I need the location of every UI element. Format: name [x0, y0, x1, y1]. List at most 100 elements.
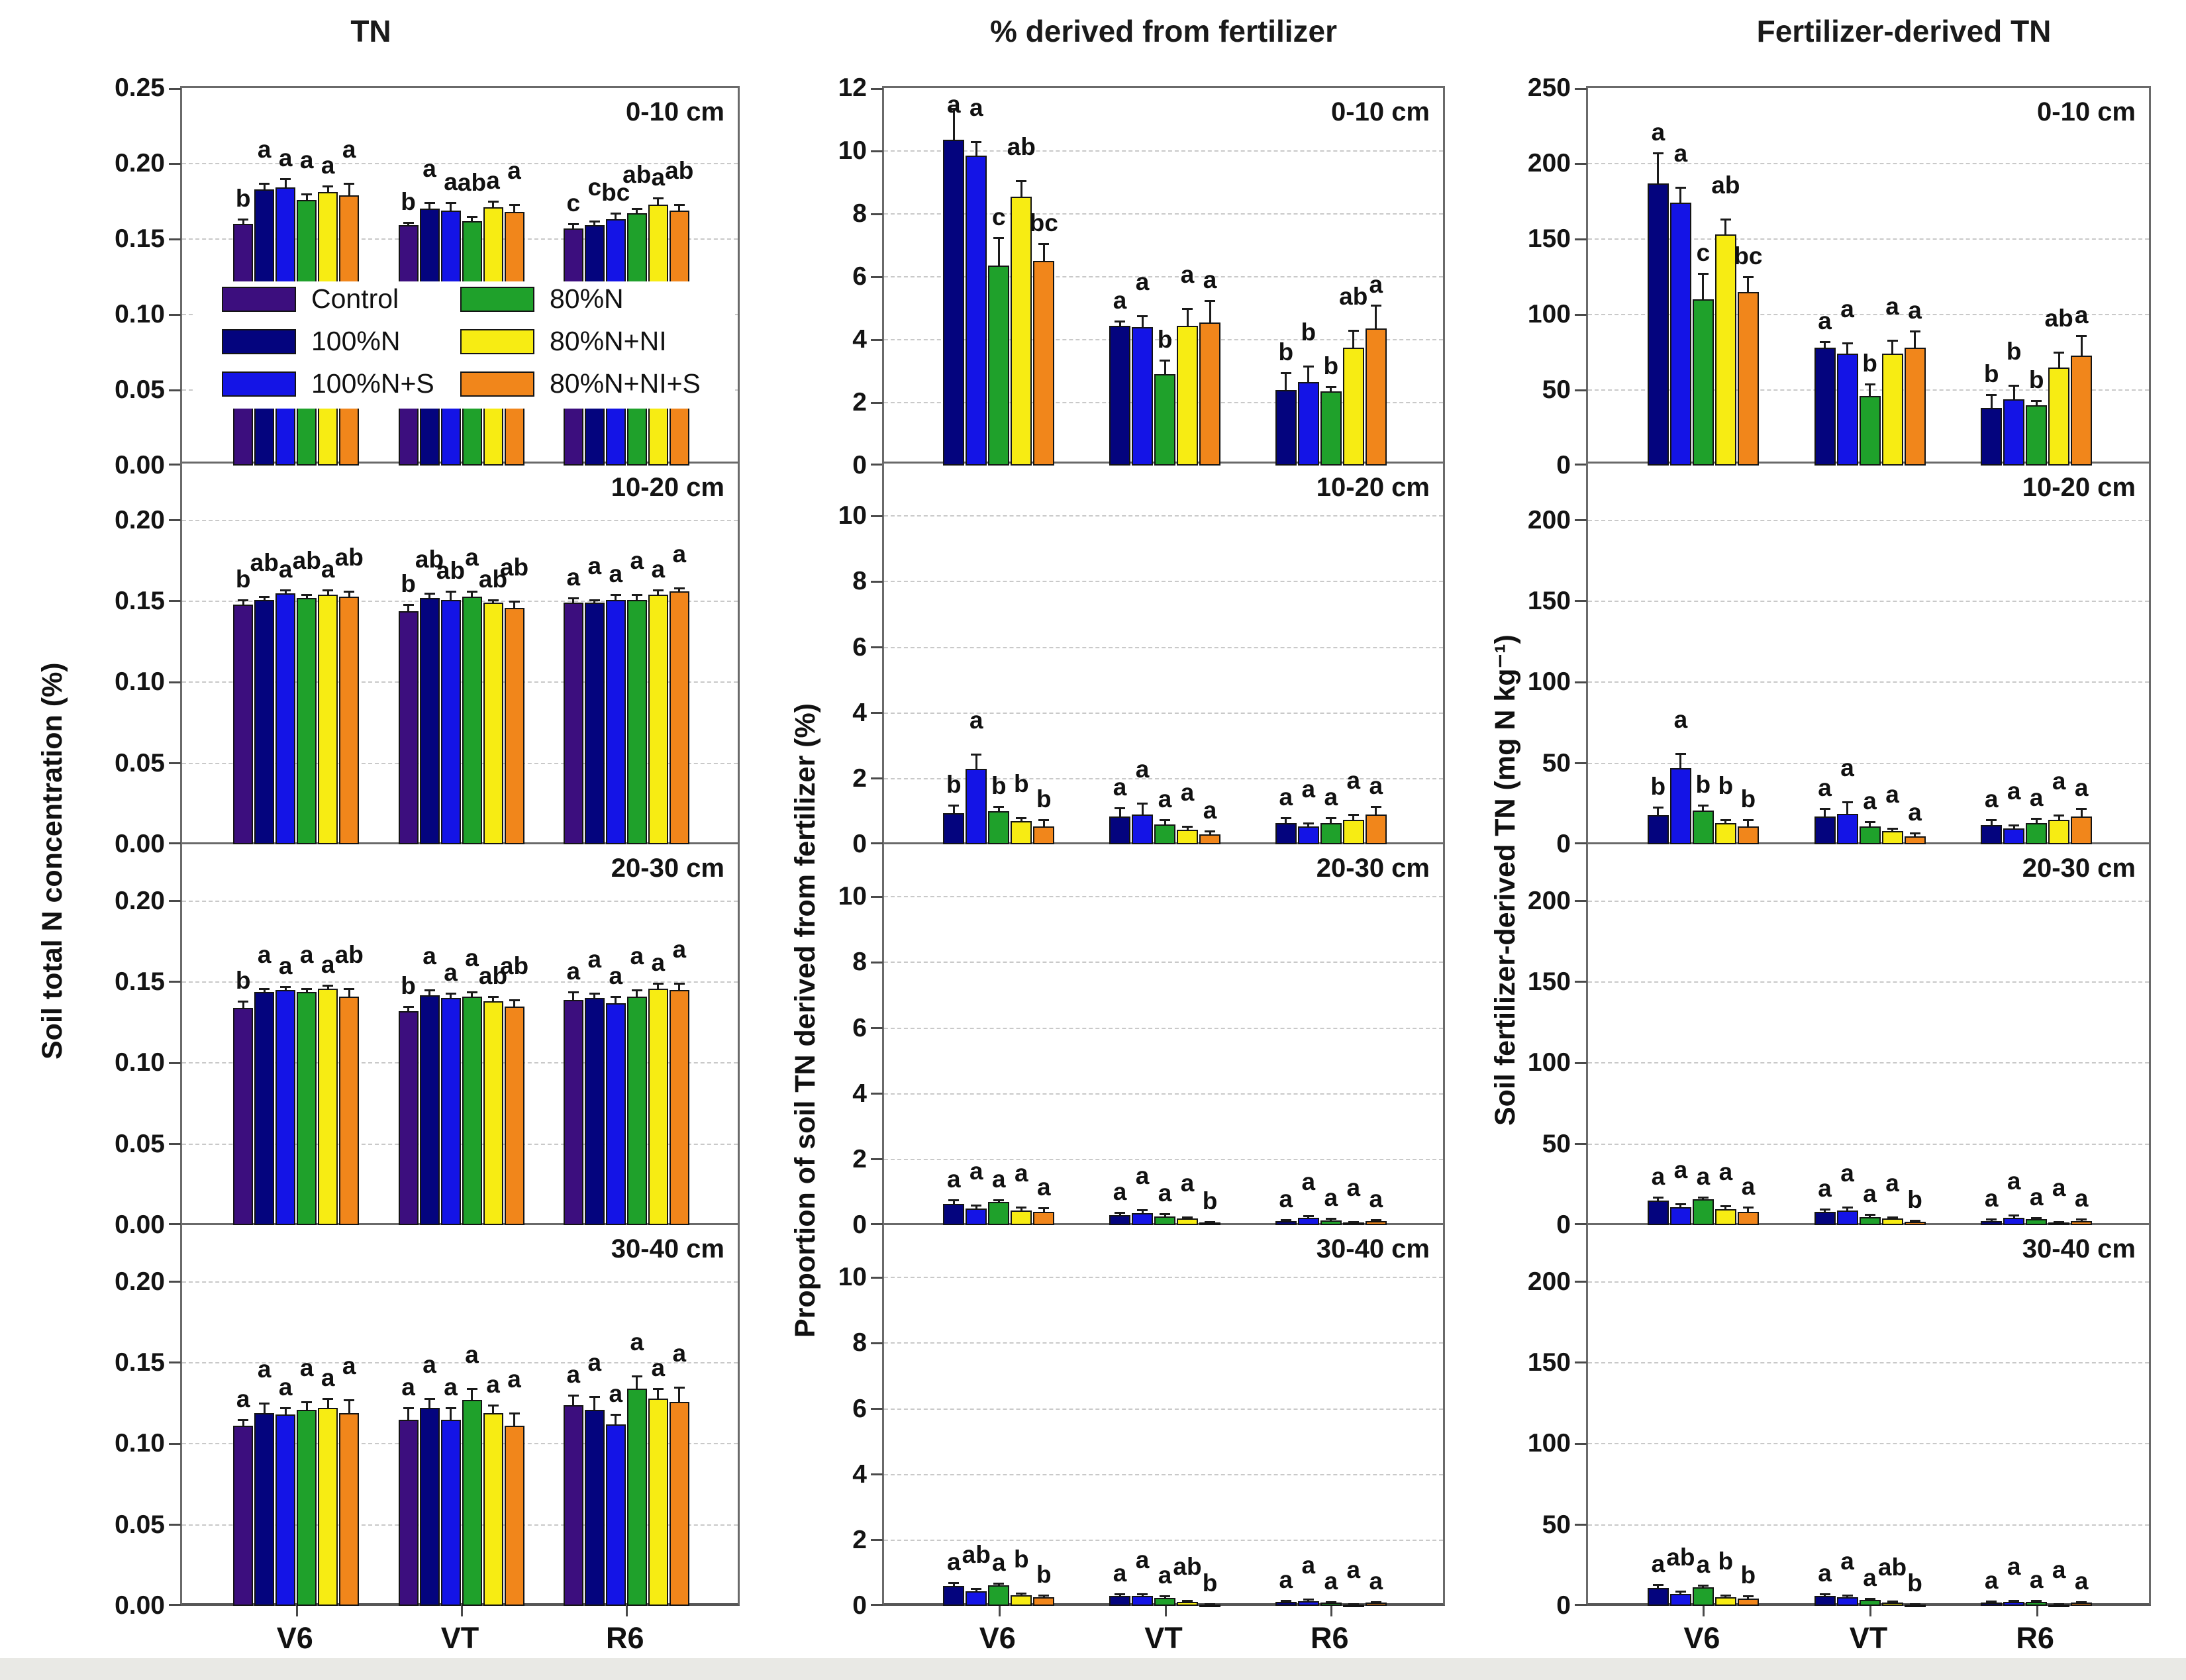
significance-letter: a — [257, 1356, 272, 1383]
error-bar — [348, 988, 350, 997]
bar-100NS — [1132, 1212, 1153, 1225]
x-category-label-r6: R6 — [606, 1621, 644, 1655]
bar-80N — [1692, 1587, 1714, 1606]
error-bar — [305, 988, 308, 992]
panel-depth-label: 0-10 cm — [2037, 97, 2136, 126]
significance-letter: a — [1840, 1160, 1854, 1187]
bar-80N — [1859, 396, 1881, 466]
significance-letter: a — [1885, 780, 1899, 808]
y-tick-mark — [871, 213, 883, 215]
bar-80NNIS — [504, 1006, 524, 1225]
significance-letter: a — [1279, 783, 1293, 811]
error-bar-cap — [466, 591, 477, 593]
significance-letter: a — [1651, 1163, 1665, 1191]
error-bar-cap — [673, 203, 685, 206]
significance-letter: c — [566, 189, 581, 217]
legend-swatch-100NS — [222, 371, 296, 397]
error-bar-cap — [1842, 1594, 1853, 1597]
y-tick-label: 0 — [1556, 1211, 1571, 1239]
legend-swatch-80N — [460, 287, 534, 312]
error-bar-cap — [445, 202, 456, 205]
significance-letter: a — [1885, 1169, 1899, 1197]
y-tick-mark — [1575, 842, 1587, 844]
significance-letter: a — [630, 547, 644, 575]
error-bar — [242, 219, 244, 224]
error-bar-cap — [1303, 822, 1314, 824]
error-bar — [407, 604, 409, 611]
error-bar-cap — [1160, 818, 1170, 821]
y-tick-label: 0.00 — [115, 451, 165, 479]
bar-100N — [1647, 815, 1669, 844]
y-tick-label: 0.10 — [115, 300, 165, 328]
significance-letter: a — [422, 942, 436, 970]
legend-swatch-80NNI — [460, 329, 534, 354]
error-bar-cap — [1819, 1208, 1830, 1211]
error-bar — [1891, 340, 1893, 354]
error-bar-cap — [1325, 1601, 1336, 1603]
bar-80N — [1320, 1603, 1342, 1606]
significance-letter: a — [1651, 1550, 1665, 1578]
bar-80NNIS — [669, 990, 689, 1225]
error-bar-cap — [1160, 359, 1170, 362]
significance-letter: b — [1907, 1186, 1922, 1214]
error-bar — [593, 1397, 596, 1410]
error-bar — [1118, 321, 1121, 326]
panel-fertilizer-derived-tn-30-40cm: 0 50 100 150 200 a ab a b b a a a ab b a a a a a 30-40 cm — [1528, 1225, 2151, 1620]
bar-100NS — [1132, 815, 1153, 844]
error-bar — [1042, 1208, 1045, 1212]
error-bar — [263, 183, 266, 189]
error-bar — [1747, 277, 1750, 292]
bar-100N — [584, 998, 605, 1225]
bar-100NS — [2003, 828, 2025, 844]
error-bar-cap — [1720, 1205, 1731, 1207]
bar-80N — [1320, 1220, 1342, 1225]
error-bar — [1724, 820, 1727, 824]
error-bar-cap — [1370, 805, 1381, 808]
error-bar-cap — [238, 219, 249, 221]
significance-letter: ab — [292, 547, 321, 575]
significance-letter: a — [1818, 307, 1832, 335]
error-bar-cap — [424, 592, 435, 595]
legend-label: Control — [311, 283, 399, 314]
error-bar-cap — [1720, 1595, 1731, 1597]
error-bar-cap — [509, 1412, 520, 1414]
error-bar — [513, 1412, 515, 1426]
y-tick-mark — [871, 1342, 883, 1344]
error-bar — [1141, 1209, 1144, 1213]
significance-letter: ab — [2044, 305, 2073, 332]
error-bar-cap — [1280, 371, 1291, 374]
error-bar-cap — [1742, 819, 1754, 822]
y-tick-label: 0.00 — [115, 830, 165, 858]
error-bar — [326, 589, 329, 595]
significance-letter: a — [1984, 1567, 1999, 1595]
panel-depth-label: 10-20 cm — [2022, 473, 2136, 502]
gridline — [884, 1027, 1443, 1029]
significance-letter: a — [1673, 705, 1688, 733]
error-bar-cap — [1697, 1197, 1709, 1199]
significance-letter: a — [401, 1373, 415, 1401]
panel-depth-label: 0-10 cm — [1331, 97, 1430, 126]
error-bar-cap — [1182, 825, 1193, 828]
x-category-label-v6: V6 — [276, 1621, 313, 1655]
error-bar — [1209, 831, 1211, 835]
error-bar-cap — [948, 1582, 960, 1585]
significance-letter: a — [1113, 1559, 1127, 1587]
significance-letter: a — [1324, 783, 1338, 811]
x-tick-mark — [1869, 1606, 1871, 1616]
significance-letter: b — [1862, 349, 1877, 377]
error-bar — [1747, 1207, 1750, 1212]
y-tick-label: 0.05 — [115, 1129, 165, 1158]
error-bar-cap — [487, 201, 499, 203]
error-bar — [1330, 818, 1332, 823]
bar-100N — [254, 1412, 275, 1606]
column-title-fertilizer-tn: Fertilizer-derived TN — [1756, 14, 2052, 48]
error-bar — [326, 985, 329, 989]
significance-letter: a — [1279, 1566, 1293, 1594]
error-bar-cap — [971, 1205, 982, 1207]
error-bar — [1657, 1197, 1660, 1201]
significance-letter: b — [401, 569, 416, 597]
error-bar — [1824, 1209, 1826, 1212]
bar-100N — [419, 995, 440, 1225]
error-bar-cap — [1182, 1216, 1193, 1218]
y-tick-label: 10 — [838, 882, 867, 911]
